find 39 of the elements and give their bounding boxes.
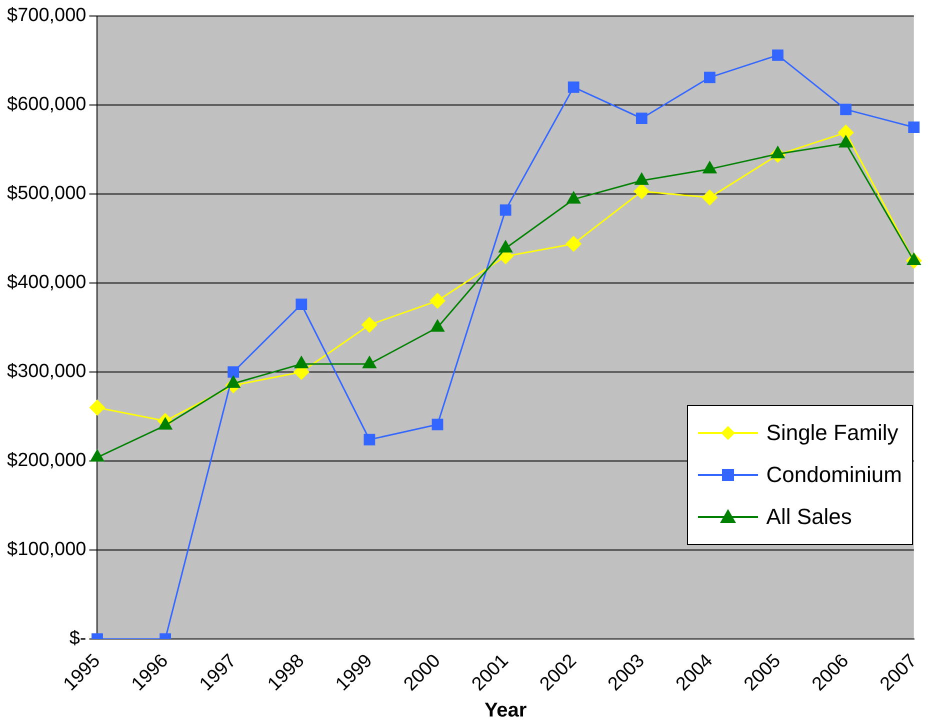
point xyxy=(636,112,648,124)
y-tick-label: $200,000 xyxy=(6,450,86,472)
point xyxy=(430,320,444,332)
point xyxy=(89,400,105,416)
point xyxy=(772,49,784,61)
y-tick-label: $100,000 xyxy=(6,539,86,560)
point xyxy=(228,366,240,378)
point xyxy=(296,298,308,310)
point xyxy=(362,356,376,368)
point xyxy=(704,72,716,84)
point xyxy=(566,236,582,252)
y-tick-label: $- xyxy=(69,628,86,650)
x-axis-title: Year xyxy=(484,700,527,722)
point xyxy=(294,356,308,368)
point xyxy=(770,146,785,158)
y-tick-label: $400,000 xyxy=(6,272,86,294)
point xyxy=(634,184,650,200)
y-tick-label: $700,000 xyxy=(6,5,86,26)
point xyxy=(840,104,852,116)
point xyxy=(500,204,512,216)
legend-label: Condominium xyxy=(766,462,902,488)
point xyxy=(226,376,240,388)
legend-label: All Sales xyxy=(766,504,852,530)
point xyxy=(430,293,446,309)
point xyxy=(568,82,580,93)
y-tick-label: $300,000 xyxy=(6,361,86,382)
point xyxy=(364,434,376,446)
point xyxy=(158,418,172,430)
point xyxy=(498,240,512,253)
point xyxy=(702,190,718,206)
legend-label: Single Family xyxy=(766,420,898,446)
point xyxy=(362,317,378,333)
point xyxy=(839,136,853,148)
point xyxy=(432,418,444,430)
y-tick-label: $600,000 xyxy=(6,94,86,116)
point xyxy=(838,124,854,140)
y-tick-label: $500,000 xyxy=(6,183,86,204)
point xyxy=(566,192,580,204)
point xyxy=(908,122,920,133)
